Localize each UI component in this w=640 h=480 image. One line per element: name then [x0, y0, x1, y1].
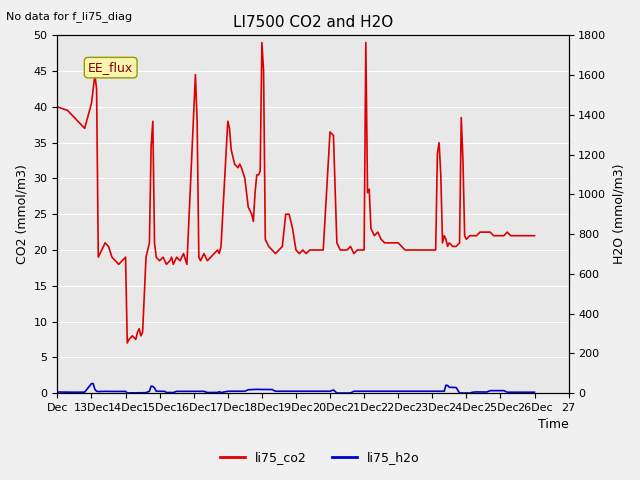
Legend: li75_co2, li75_h2o: li75_co2, li75_h2o	[215, 446, 425, 469]
Title: LI7500 CO2 and H2O: LI7500 CO2 and H2O	[233, 15, 393, 30]
Y-axis label: H2O (mmol/m3): H2O (mmol/m3)	[612, 164, 625, 264]
Y-axis label: CO2 (mmol/m3): CO2 (mmol/m3)	[15, 164, 28, 264]
Text: EE_flux: EE_flux	[88, 61, 133, 74]
Text: No data for f_li75_diag: No data for f_li75_diag	[6, 11, 132, 22]
X-axis label: Time: Time	[538, 419, 568, 432]
